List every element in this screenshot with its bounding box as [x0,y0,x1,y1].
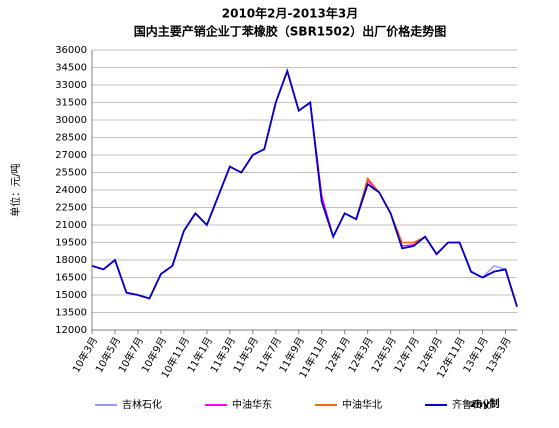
y-tick-label: 31500 [55,98,87,109]
chart-title: 2010年2月-2013年3月 [222,6,358,21]
y-tick-label: 18000 [55,255,87,266]
y-axis-title: 单位：元/吨 [9,163,22,216]
y-tick-label: 30000 [55,115,87,126]
y-tick-label: 22500 [55,203,87,214]
y-tick-label: 19500 [55,238,87,249]
y-tick-label: 33000 [55,80,87,91]
y-tick-label: 25500 [55,168,87,179]
y-tick-label: 12000 [55,325,87,336]
y-tick-label: 34500 [55,63,87,74]
y-tick-label: 27000 [55,150,87,161]
y-tick-label: 15000 [55,290,87,301]
legend-label: 中油华东 [232,398,272,411]
y-tick-label: 36000 [55,45,87,56]
legend-label: 吉林石化 [122,398,162,411]
y-tick-label: 28500 [55,133,87,144]
y-tick-label: 13500 [55,308,87,319]
series-line [91,68,518,307]
y-tick-label: 21000 [55,220,87,231]
note: zhy制 [470,397,499,410]
y-tick-label: 24000 [55,185,87,196]
legend-label: 齐鲁石化 [452,398,492,411]
y-tick-label: 16500 [55,273,87,284]
legend-label: 中油华北 [342,398,382,411]
chart-subtitle: 国内主要产销企业丁苯橡胶（SBR1502）出厂价格走势图 [134,24,446,39]
